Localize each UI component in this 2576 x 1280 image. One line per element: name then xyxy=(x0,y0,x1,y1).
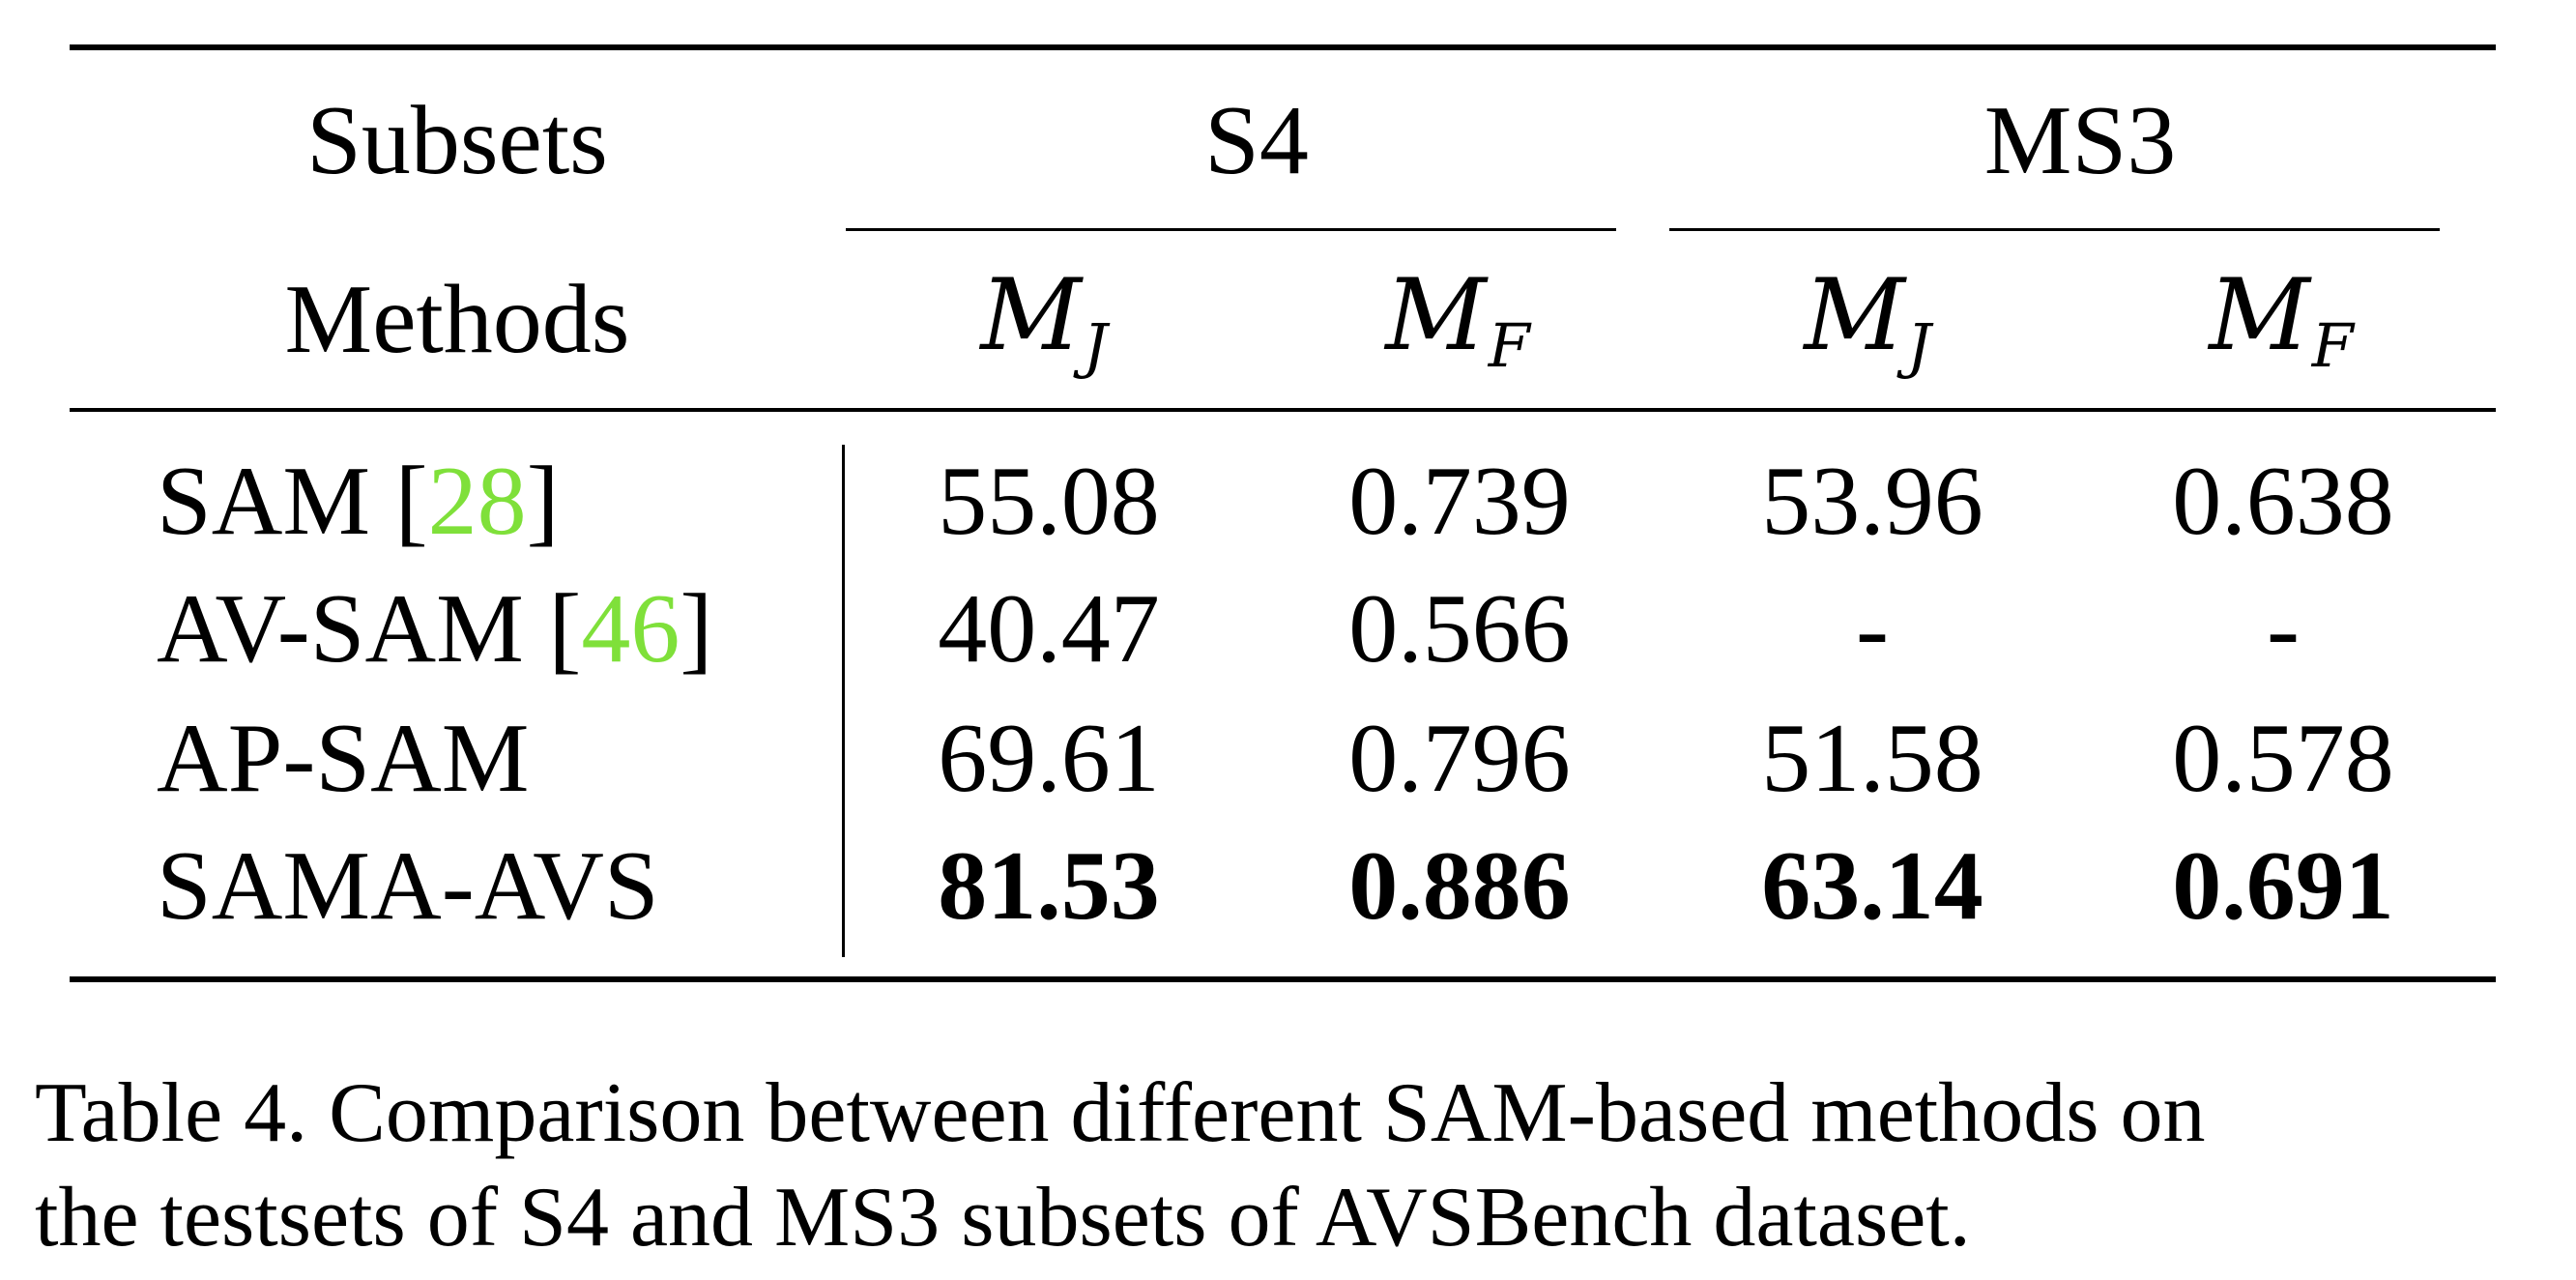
sama-avs-ms3-mj: 63.14 xyxy=(1761,831,1983,941)
method-label: AV-SAM xyxy=(157,574,549,684)
sam-s4-mf: 0.739 xyxy=(1348,447,1571,556)
table-top-rule xyxy=(70,44,2496,50)
av-sam-s4-mf: 0.566 xyxy=(1348,574,1571,684)
ref-bracket-open: [ xyxy=(394,447,428,556)
metric-f-subscript: F xyxy=(2311,310,2354,381)
ap-sam-s4-mf: 0.796 xyxy=(1348,704,1571,813)
method-label: AP-SAM xyxy=(157,704,530,813)
ref-bracket-close: ] xyxy=(680,574,713,684)
metric-f-subscript: F xyxy=(1488,310,1530,381)
method-label: SAMA-AVS xyxy=(157,831,659,941)
ap-sam-s4-mj: 69.61 xyxy=(938,704,1160,813)
metric-main-symbol: M xyxy=(1385,258,1487,373)
sama-avs-s4-mj: 81.53 xyxy=(938,831,1160,941)
method-name-ap-sam: AP-SAM xyxy=(157,710,529,808)
ref-bracket-open: [ xyxy=(548,574,582,684)
av-sam-ms3-mf: - xyxy=(2267,574,2300,684)
ap-sam-ms3-mf: 0.578 xyxy=(2172,704,2394,813)
metric-main-symbol: M xyxy=(980,258,1082,373)
method-name-sama-avs: SAMA-AVS xyxy=(157,837,659,936)
ms3-group-header: MS3 xyxy=(1983,86,2177,195)
av-sam-s4-mj: 40.47 xyxy=(938,574,1160,684)
ref-bracket-close: ] xyxy=(526,447,560,556)
citation-link[interactable]: 28 xyxy=(427,447,527,556)
s4-metric-j-header: MJ xyxy=(980,267,1107,376)
ms3-metric-j-header: MJ xyxy=(1804,267,1930,376)
sam-s4-mj: 55.08 xyxy=(938,447,1160,556)
sam-ms3-mj: 53.96 xyxy=(1761,447,1983,556)
method-label: SAM xyxy=(157,447,395,556)
av-sam-ms3-mj: - xyxy=(1856,574,1889,684)
metric-j-subscript: J xyxy=(1906,310,1931,381)
metric-main-symbol: M xyxy=(2209,258,2310,373)
method-column-separator xyxy=(842,445,845,957)
ms3-group-underline xyxy=(1669,228,2440,231)
method-name-av-sam: AV-SAM [46] xyxy=(157,580,712,679)
metric-j-subscript: J xyxy=(1083,310,1108,381)
table-bottom-rule xyxy=(70,976,2496,982)
sama-avs-s4-mf: 0.886 xyxy=(1348,831,1571,941)
table-caption-line1: Table 4. Comparison between different SA… xyxy=(35,1066,2206,1160)
s4-group-header: S4 xyxy=(1204,86,1309,195)
subsets-header: Subsets xyxy=(306,86,608,195)
methods-header: Methods xyxy=(284,265,630,374)
sama-avs-ms3-mf: 0.691 xyxy=(2172,831,2394,941)
header-bottom-rule xyxy=(70,408,2496,412)
citation-link[interactable]: 46 xyxy=(581,574,680,684)
table-caption-line2: the testsets of S4 and MS3 subsets of AV… xyxy=(35,1171,1971,1265)
sam-ms3-mf: 0.638 xyxy=(2172,447,2394,556)
s4-metric-f-header: MF xyxy=(1385,267,1529,376)
metric-main-symbol: M xyxy=(1804,258,1905,373)
ap-sam-ms3-mj: 51.58 xyxy=(1761,704,1983,813)
s4-group-underline xyxy=(846,228,1616,231)
method-name-sam: SAM [28] xyxy=(157,452,560,551)
ms3-metric-f-header: MF xyxy=(2209,267,2353,376)
